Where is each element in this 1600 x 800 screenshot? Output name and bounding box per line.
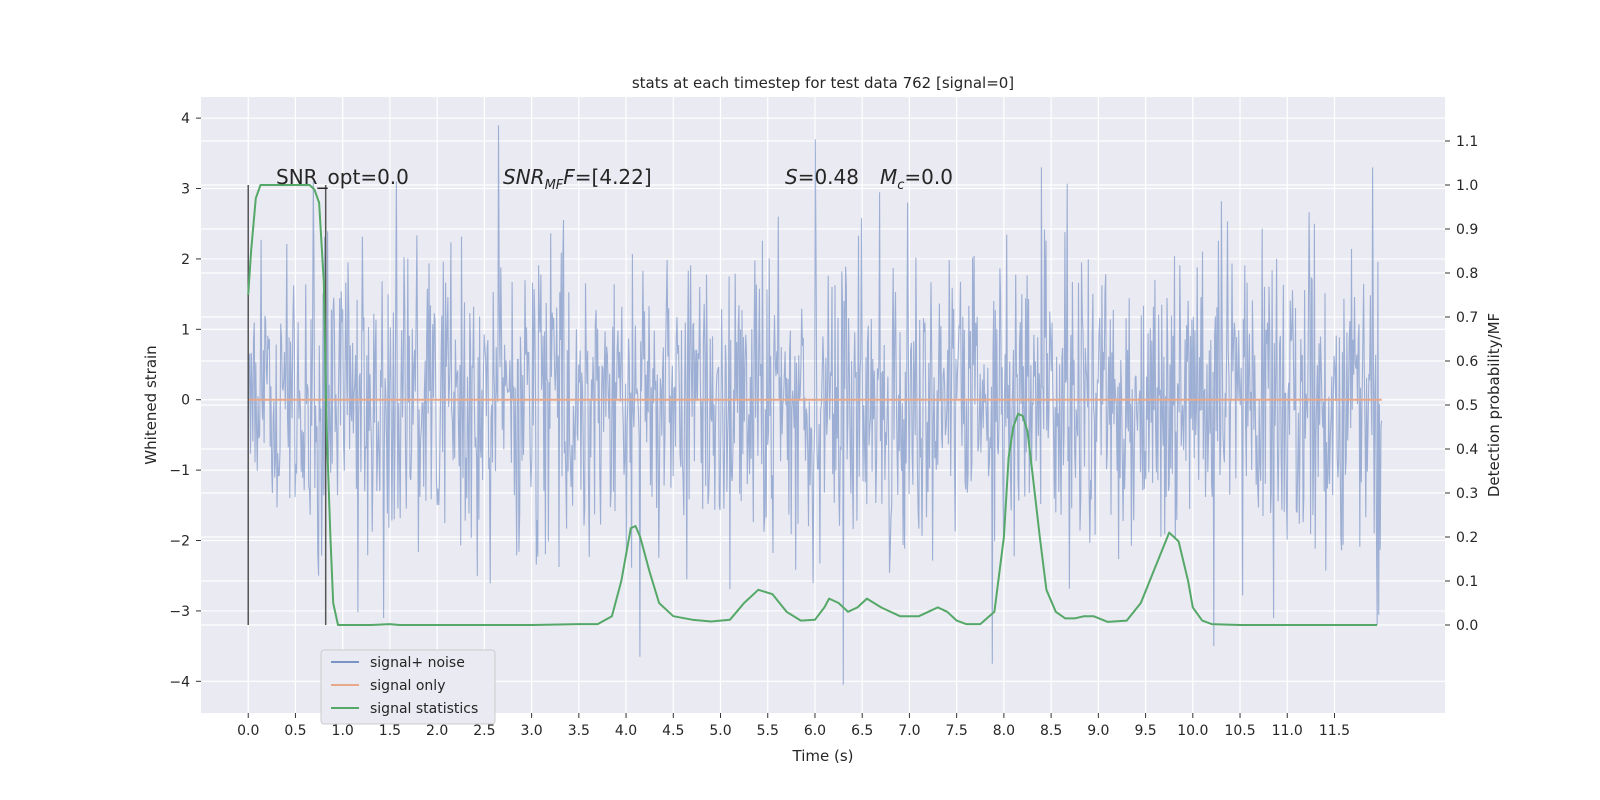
- x-tick-label: 7.0: [898, 723, 920, 739]
- x-tick-labels: 0.0 0.5 1.0 1.5 2.0 2.5 3.0 3.5 4.0 4.5 5.0 5.5 6.0 6…: [237, 713, 1350, 739]
- s-value: =0.48: [798, 165, 859, 189]
- y-left-tick-label: −4: [169, 674, 190, 690]
- y-right-tick-label: 1.0: [1456, 178, 1478, 194]
- y-left-tick-label: −2: [169, 534, 190, 550]
- y-right-tick-label: 0.6: [1456, 354, 1478, 370]
- y-right-tick-label: 0.4: [1456, 442, 1478, 458]
- x-tick-label: 6.5: [851, 723, 873, 739]
- x-tick-label: 0.5: [284, 723, 306, 739]
- x-tick-label: 6.0: [804, 723, 826, 739]
- y-axis-label-left: Whitened strain: [142, 345, 160, 464]
- chart-title: stats at each timestep for test data 762…: [632, 74, 1014, 92]
- x-tick-label: 4.0: [615, 723, 637, 739]
- snr-mf-main: SNR: [503, 165, 545, 189]
- x-tick-label: 2.0: [426, 723, 448, 739]
- snr-mf-value: =[4.22]: [575, 165, 652, 189]
- y-right-tick-label: 0.2: [1456, 530, 1478, 546]
- x-tick-label: 10.5: [1224, 723, 1255, 739]
- y-left-tick-label: 0: [181, 393, 190, 409]
- x-tick-label: 8.5: [1040, 723, 1062, 739]
- y-right-tick-label: 0.1: [1456, 574, 1478, 590]
- y-right-tick-label: 1.1: [1456, 134, 1478, 150]
- x-tick-label: 1.5: [379, 723, 401, 739]
- x-tick-label: 5.5: [757, 723, 779, 739]
- y-left-tick-label: −3: [169, 604, 190, 620]
- statistics-line: [247, 184, 1377, 626]
- snr-mf-sub: MF: [545, 178, 564, 193]
- mc-sub: c: [897, 178, 904, 193]
- x-tick-label: 4.5: [662, 723, 684, 739]
- s-label: S: [785, 165, 798, 189]
- x-tick-label: 5.0: [709, 723, 731, 739]
- x-tick-label: 2.5: [473, 723, 495, 739]
- legend: signal+ noise signal only signal statist…: [320, 649, 496, 725]
- y-right-tick-label: 0.5: [1456, 398, 1478, 414]
- y-left-tick-label: −1: [169, 463, 190, 479]
- x-tick-label: 9.5: [1134, 723, 1156, 739]
- x-tick-label: 9.0: [1087, 723, 1109, 739]
- noise-series: [247, 125, 1383, 685]
- y-right-tick-label: 0.9: [1456, 222, 1478, 238]
- x-axis-label: Time (s): [792, 747, 854, 765]
- annotation-s: S=0.48: [785, 165, 859, 189]
- y-right-tick-label: 0.7: [1456, 310, 1478, 326]
- noise-line: [247, 125, 1383, 685]
- y-left-tick-labels: 4 3 2 1 0 −1 −2 −3 −4: [169, 111, 201, 690]
- y-right-tick-label: 0.3: [1456, 486, 1478, 502]
- x-tick-label: 7.5: [946, 723, 968, 739]
- y-right-tick-labels: 1.1 1.0 0.9 0.8 0.7 0.6 0.5 0.4 0.3 0.2 0.1 0.0: [1445, 134, 1478, 634]
- x-tick-label: 3.5: [568, 723, 590, 739]
- x-tick-label: 11.0: [1272, 723, 1303, 739]
- annotation-mc: Mc=0.0: [880, 165, 953, 193]
- annotation-snr-mf: SNRMFF=[4.22]: [503, 165, 652, 193]
- legend-label-signal: signal only: [370, 678, 445, 694]
- mc-value: =0.0: [904, 165, 953, 189]
- y-axis-label-right: Detection probability/MF: [1485, 313, 1503, 497]
- x-tick-label: 11.5: [1319, 723, 1350, 739]
- x-tick-label: 10.0: [1177, 723, 1208, 739]
- statistics-series: [247, 184, 1377, 626]
- legend-label-stats: signal statistics: [370, 701, 478, 717]
- y-left-tick-label: 4: [181, 111, 190, 127]
- x-tick-label: 8.0: [993, 723, 1015, 739]
- y-left-tick-label: 1: [181, 322, 190, 338]
- mc-main: M: [880, 165, 897, 189]
- y-right-tick-label: 0.8: [1456, 266, 1478, 282]
- snr-mf-f: F: [563, 165, 575, 189]
- x-tick-label: 3.0: [520, 723, 542, 739]
- y-left-tick-label: 3: [181, 182, 190, 198]
- annotation-snr-opt: SNR_opt=0.0: [276, 165, 409, 189]
- y-left-tick-label: 2: [181, 252, 190, 268]
- y-right-tick-label: 0.0: [1456, 618, 1478, 634]
- x-tick-label: 1.0: [332, 723, 354, 739]
- x-tick-label: 0.0: [237, 723, 259, 739]
- legend-label-noise: signal+ noise: [370, 655, 465, 671]
- legend-box: [320, 649, 496, 725]
